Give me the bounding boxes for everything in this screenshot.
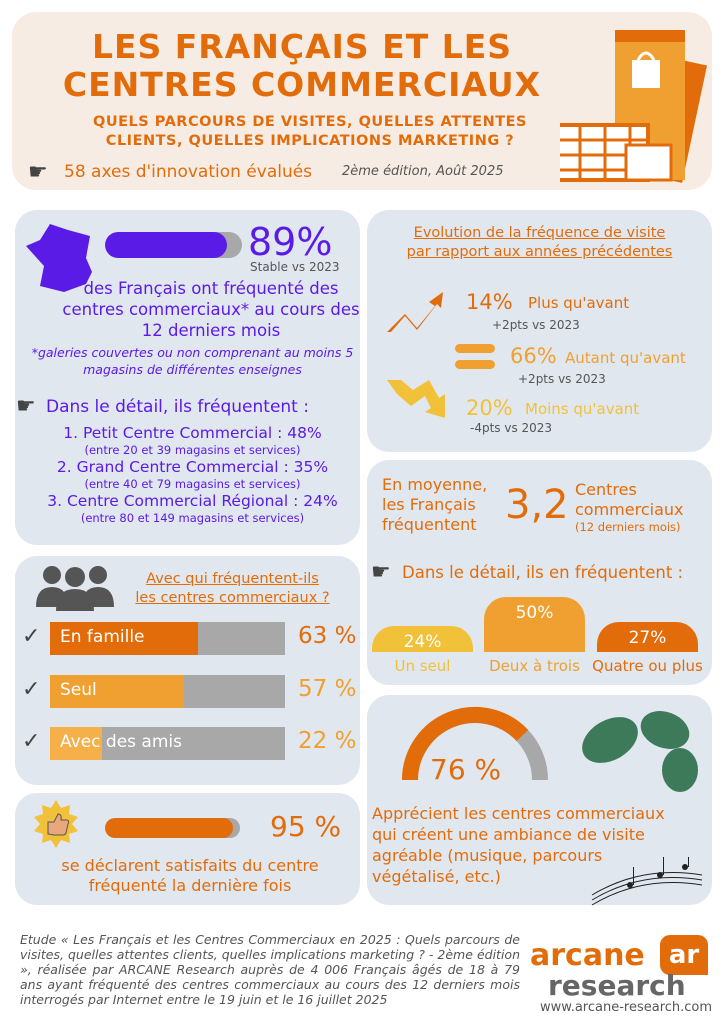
pointing-hand-icon: ☛ [28,160,48,185]
ambiance-text: Apprécient les centres commerciaux qui c… [372,804,665,886]
satisfaction-text: se déclarent satisfaits du centre fréque… [61,856,319,895]
music-notes-icon [591,857,703,906]
company-bar: Seul [50,675,285,708]
thumbs-up-icon [34,800,78,848]
visit-progress-bar [105,232,242,258]
pointing-hand-icon: ☛ [16,394,36,419]
satisfaction-progress-bar [105,818,240,838]
logo-text-1: arcane [530,938,645,973]
detail-item: 3. Centre Commercial Régional : 24% [47,492,338,510]
company-bar-value: 63 % [298,623,357,649]
visit-note: Stable vs 2023 [250,260,340,274]
average-intro: En moyenne, les Français fréquentent [382,475,488,534]
checkmark-icon: ✓ [22,624,41,649]
equal-icon-bar [455,360,495,369]
equal-icon [455,344,495,353]
company-bar-fill [50,727,102,760]
visit-detail-title: Dans le détail, ils fréquentent : [46,397,309,417]
ambiance-value: 76 % [430,753,502,786]
evolution-label: Moins qu'avant [525,400,640,418]
detail-item: 1. Petit Centre Commercial : 48% [63,424,322,442]
company-bar: En famille [50,622,285,655]
column-label: Quatre ou plus [592,657,703,675]
visit-footnote: *galeries couvertes ou non comprenant au… [31,345,354,377]
evolution-value: 20% [466,396,513,420]
satisfaction-value: 95 % [270,810,342,843]
detail-sub: (entre 80 et 149 magasins et services) [80,511,305,525]
company-bar: Avec des amis [50,727,285,760]
france-map-icon [26,224,92,292]
study-footnote: Etude « Les Français et les Centres Comm… [20,932,520,1007]
column-bar: 27% [597,622,698,652]
trend-down-icon [387,380,445,418]
page-title: LES FRANÇAIS ET LES CENTRES COMMERCIAUX [62,27,542,104]
website-link[interactable]: www.arcane-research.com [540,1000,713,1015]
average-detail-title: Dans le détail, ils en fréquentent : [402,563,684,582]
ambiance-gauge [402,706,548,781]
plant-leaves-icon [582,711,698,792]
evolution-card [367,210,712,452]
logo-text-2: research [548,969,686,1002]
column-bar: 24% [372,625,473,652]
visit-detail-list: 1. Petit Centre Commercial : 48% (entre … [20,424,365,526]
gauge-fill [402,706,529,781]
company-bar-label: Avec des amis [60,732,182,752]
trend-up-icon [387,292,443,332]
company-title: Avec qui fréquentent-ils les centres comm… [115,570,350,608]
evolution-label: Autant qu'avant [565,349,686,367]
visit-value: 89% [248,220,333,264]
pointing-hand-icon: ☛ [371,560,391,585]
arcane-research-logo: arcane ar research [530,935,710,1003]
column-label: Deux à trois [489,657,580,675]
evolution-value: 66% [510,344,557,368]
evolution-title: Evolution de la fréquence de visite par r… [367,224,712,262]
column-label: Un seul [394,657,451,675]
shopping-mall-icon [560,30,708,183]
evolution-title-line: Evolution de la fréquence de visite [413,225,666,241]
page-subtitle: QUELS PARCOURS DE VISITES, QUELLES ATTEN… [93,114,527,149]
company-bar-label: En famille [60,627,145,647]
satisfaction-card [15,793,360,905]
average-unit-sub: (12 derniers mois) [575,520,681,534]
detail-item: 2. Grand Centre Commercial : 35% [56,458,329,476]
axes-count: 58 axes d'innovation évalués [64,162,313,182]
people-group-icon [36,566,114,611]
evolution-value: 14% [466,290,513,314]
detail-sub: (entre 40 et 79 magasins et services) [84,477,301,491]
average-unit: Centres commerciaux [575,480,684,519]
evolution-delta: +2pts vs 2023 [518,372,606,386]
edition: 2ème édition, Août 2025 [342,164,504,179]
logo-mark: ar [660,935,708,975]
company-bar-value: 22 % [298,728,357,754]
company-bar-value: 57 % [298,676,357,702]
average-value: 3,2 [505,482,569,528]
company-bar-label: Seul [60,680,97,700]
company-bar-fill [50,622,199,655]
checkmark-icon: ✓ [22,677,41,702]
company-title-line: Avec qui fréquentent-ils [146,571,319,587]
checkmark-icon: ✓ [22,729,41,754]
company-title-line: les centres commerciaux ? [135,590,330,606]
detail-sub: (entre 20 et 39 magasins et services) [84,443,301,457]
company-bar-fill [50,675,184,708]
evolution-delta: +2pts vs 2023 [492,318,580,332]
evolution-label: Plus qu'avant [528,294,630,312]
evolution-delta: -4pts vs 2023 [470,421,553,435]
column-bar: 50% [484,597,585,652]
evolution-title-line: par rapport aux années précédentes [406,244,673,260]
visit-text: des Français ont fréquenté des centres c… [62,279,360,340]
